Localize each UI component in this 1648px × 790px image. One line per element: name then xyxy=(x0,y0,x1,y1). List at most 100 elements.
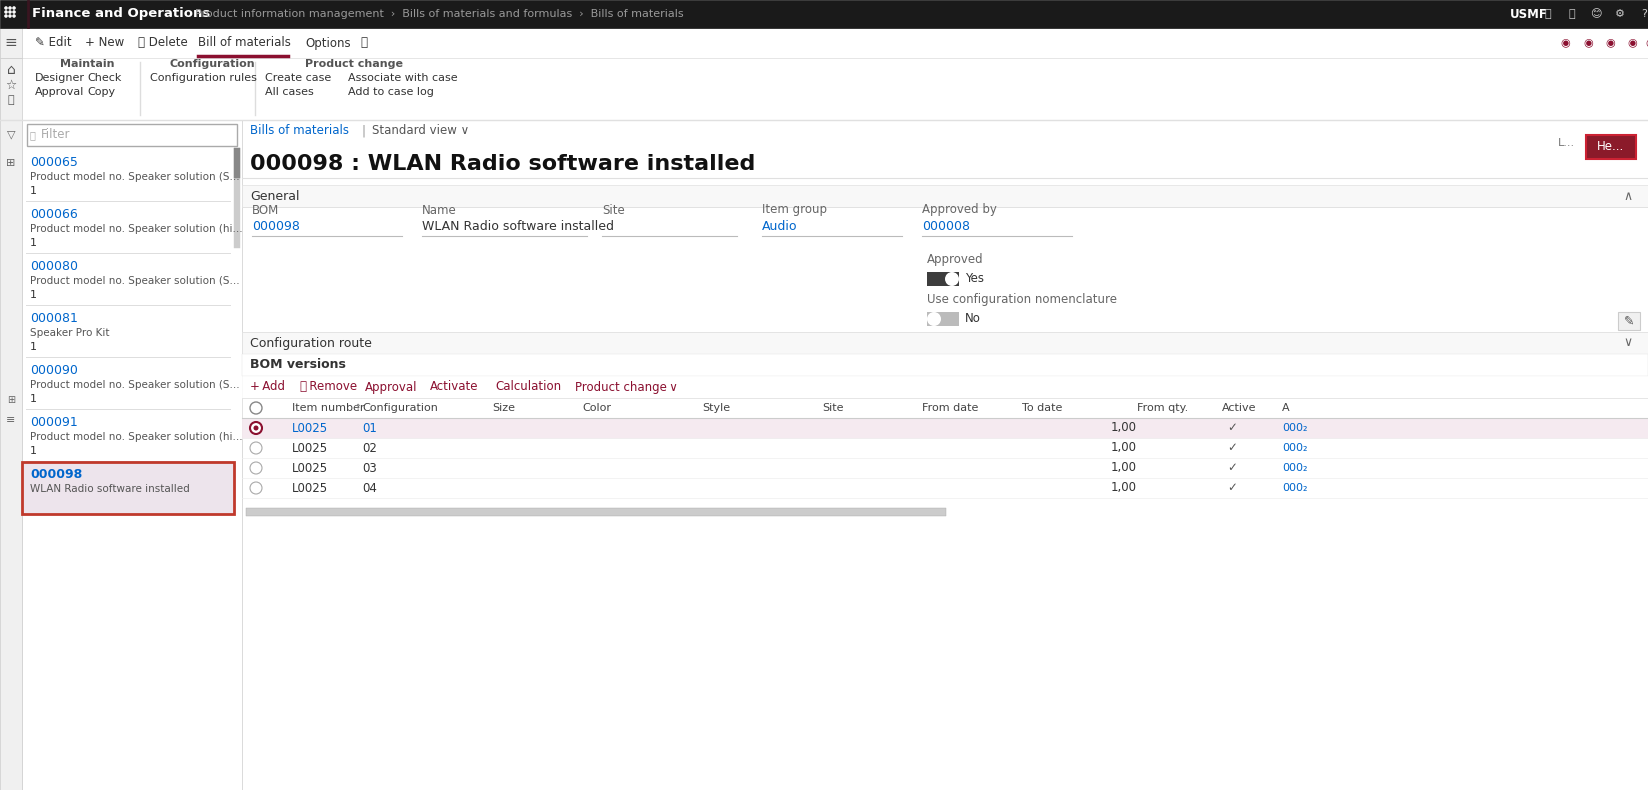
Bar xyxy=(926,272,959,286)
Text: Approved by: Approved by xyxy=(921,204,997,216)
Text: |: | xyxy=(363,125,366,137)
Text: 000008: 000008 xyxy=(921,220,971,234)
Text: ▽: ▽ xyxy=(7,129,15,139)
Bar xyxy=(1618,312,1640,330)
Text: 1: 1 xyxy=(30,342,36,352)
Text: Options: Options xyxy=(305,36,351,50)
Text: 000098 : WLAN Radio software installed: 000098 : WLAN Radio software installed xyxy=(250,154,755,174)
Text: ⊞: ⊞ xyxy=(7,158,16,168)
Text: 1,00: 1,00 xyxy=(1111,422,1137,434)
Bar xyxy=(1585,135,1636,159)
Text: General: General xyxy=(250,190,300,202)
Text: ⌂: ⌂ xyxy=(7,63,15,77)
Circle shape xyxy=(8,15,12,17)
Text: ◉: ◉ xyxy=(1584,38,1594,48)
Text: 🗑 Delete: 🗑 Delete xyxy=(138,36,188,50)
Text: Size: Size xyxy=(493,403,514,413)
Text: Site: Site xyxy=(822,403,844,413)
Bar xyxy=(0,58,21,120)
Text: WLAN Radio software installed: WLAN Radio software installed xyxy=(30,484,190,494)
Text: + Add: + Add xyxy=(250,381,285,393)
Bar xyxy=(246,508,946,516)
Bar xyxy=(242,398,1648,418)
Text: Associate with case: Associate with case xyxy=(348,73,458,83)
Text: 03: 03 xyxy=(363,461,377,475)
Circle shape xyxy=(13,15,15,17)
Text: Configuration route: Configuration route xyxy=(250,337,372,349)
Text: ✓: ✓ xyxy=(1228,481,1238,495)
Text: ↑: ↑ xyxy=(354,403,363,413)
Text: Create case: Create case xyxy=(265,73,331,83)
Text: L...: L... xyxy=(1557,138,1575,148)
Bar xyxy=(242,354,1648,376)
Circle shape xyxy=(250,442,262,454)
Text: Maintain: Maintain xyxy=(59,59,114,69)
Bar xyxy=(242,332,1648,354)
Text: Product model no. Speaker solution (S...: Product model no. Speaker solution (S... xyxy=(30,276,239,286)
Text: Color: Color xyxy=(582,403,611,413)
Text: BOM: BOM xyxy=(252,204,279,216)
Text: Yes: Yes xyxy=(966,273,984,285)
Text: ✓: ✓ xyxy=(1228,422,1238,434)
Text: ☆: ☆ xyxy=(5,78,16,92)
Text: ◉: ◉ xyxy=(1627,38,1636,48)
Bar xyxy=(0,28,21,58)
Text: Approval: Approval xyxy=(35,87,84,97)
Text: Configuration: Configuration xyxy=(363,403,438,413)
Text: Product model no. Speaker solution (S...: Product model no. Speaker solution (S... xyxy=(30,172,239,182)
Circle shape xyxy=(250,482,262,494)
Text: ≡: ≡ xyxy=(7,415,16,425)
Text: A: A xyxy=(1282,403,1290,413)
Text: 000₂: 000₂ xyxy=(1282,483,1307,493)
Text: Filter: Filter xyxy=(41,129,71,141)
Bar xyxy=(242,185,1648,207)
Bar xyxy=(26,124,237,146)
Text: Check: Check xyxy=(87,73,122,83)
Text: 1: 1 xyxy=(30,290,36,300)
Circle shape xyxy=(5,11,7,13)
Circle shape xyxy=(13,11,15,13)
Text: He...: He... xyxy=(1597,141,1625,153)
Text: ⊞: ⊞ xyxy=(7,395,15,405)
Text: 000080: 000080 xyxy=(30,259,77,273)
Text: L0025: L0025 xyxy=(292,422,328,434)
Bar xyxy=(242,418,1648,438)
Bar xyxy=(234,148,241,178)
Text: 000090: 000090 xyxy=(30,363,77,377)
Text: Speaker Pro Kit: Speaker Pro Kit xyxy=(30,328,109,338)
Bar xyxy=(21,120,242,790)
Circle shape xyxy=(8,7,12,9)
Text: 🔍: 🔍 xyxy=(1544,9,1551,19)
Text: 🕐: 🕐 xyxy=(8,95,15,105)
Text: 01: 01 xyxy=(363,422,377,434)
Text: 000066: 000066 xyxy=(30,208,77,220)
Text: Configuration rules: Configuration rules xyxy=(150,73,257,83)
Bar xyxy=(26,0,30,28)
Text: 🗑 Remove: 🗑 Remove xyxy=(300,381,358,393)
Bar xyxy=(0,28,1648,58)
Text: Approved: Approved xyxy=(926,254,984,266)
Text: + New: + New xyxy=(86,36,124,50)
Text: ?: ? xyxy=(1641,9,1646,19)
Circle shape xyxy=(8,11,12,13)
Bar xyxy=(0,0,1648,28)
Text: Product model no. Speaker solution (hi...: Product model no. Speaker solution (hi..… xyxy=(30,224,242,234)
Text: 1: 1 xyxy=(30,238,36,248)
Text: Standard view ∨: Standard view ∨ xyxy=(372,125,470,137)
Circle shape xyxy=(5,15,7,17)
Circle shape xyxy=(250,422,262,434)
Bar xyxy=(242,120,1648,790)
Bar xyxy=(234,148,241,248)
Text: Designer: Designer xyxy=(35,73,86,83)
Text: ✓: ✓ xyxy=(1228,442,1238,454)
Text: 🔍: 🔍 xyxy=(359,36,368,50)
Text: 000065: 000065 xyxy=(30,156,77,168)
Text: ⚙: ⚙ xyxy=(1615,9,1625,19)
Circle shape xyxy=(926,312,941,326)
Text: From date: From date xyxy=(921,403,979,413)
Bar xyxy=(0,58,1648,120)
Text: Use configuration nomenclature: Use configuration nomenclature xyxy=(926,294,1117,307)
Text: ∨: ∨ xyxy=(1623,337,1633,349)
Text: 1: 1 xyxy=(30,446,36,456)
Text: 000081: 000081 xyxy=(30,311,77,325)
